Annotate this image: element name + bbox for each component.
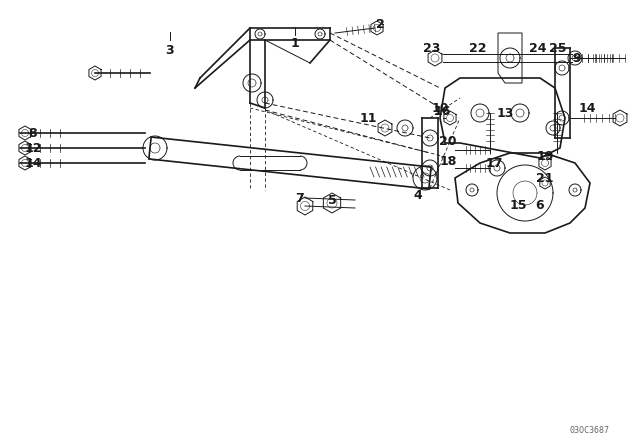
Text: 5: 5 xyxy=(328,194,337,207)
Text: 14: 14 xyxy=(579,102,596,115)
Text: 17: 17 xyxy=(485,156,503,169)
Text: 8: 8 xyxy=(29,126,37,139)
Text: 7: 7 xyxy=(296,191,305,204)
Text: 22: 22 xyxy=(469,42,487,55)
Text: 18: 18 xyxy=(439,155,457,168)
Text: 25: 25 xyxy=(549,42,567,55)
Text: 15: 15 xyxy=(509,198,527,211)
Text: 6: 6 xyxy=(536,198,544,211)
Text: 1: 1 xyxy=(291,36,300,49)
Text: 19: 19 xyxy=(536,150,554,163)
Text: 3: 3 xyxy=(166,43,174,56)
Text: 24: 24 xyxy=(529,42,547,55)
Text: 03OC3687: 03OC3687 xyxy=(570,426,610,435)
Text: 21: 21 xyxy=(536,172,554,185)
Text: 2: 2 xyxy=(376,17,385,30)
Text: 20: 20 xyxy=(439,134,457,147)
Text: 16: 16 xyxy=(433,104,451,117)
Text: 12: 12 xyxy=(24,142,42,155)
Text: 11: 11 xyxy=(359,112,377,125)
Text: 10: 10 xyxy=(431,102,449,115)
Text: 14: 14 xyxy=(24,156,42,169)
Text: 23: 23 xyxy=(423,42,441,55)
Text: 4: 4 xyxy=(413,189,422,202)
Text: 13: 13 xyxy=(496,107,514,120)
Text: 9: 9 xyxy=(573,52,581,65)
